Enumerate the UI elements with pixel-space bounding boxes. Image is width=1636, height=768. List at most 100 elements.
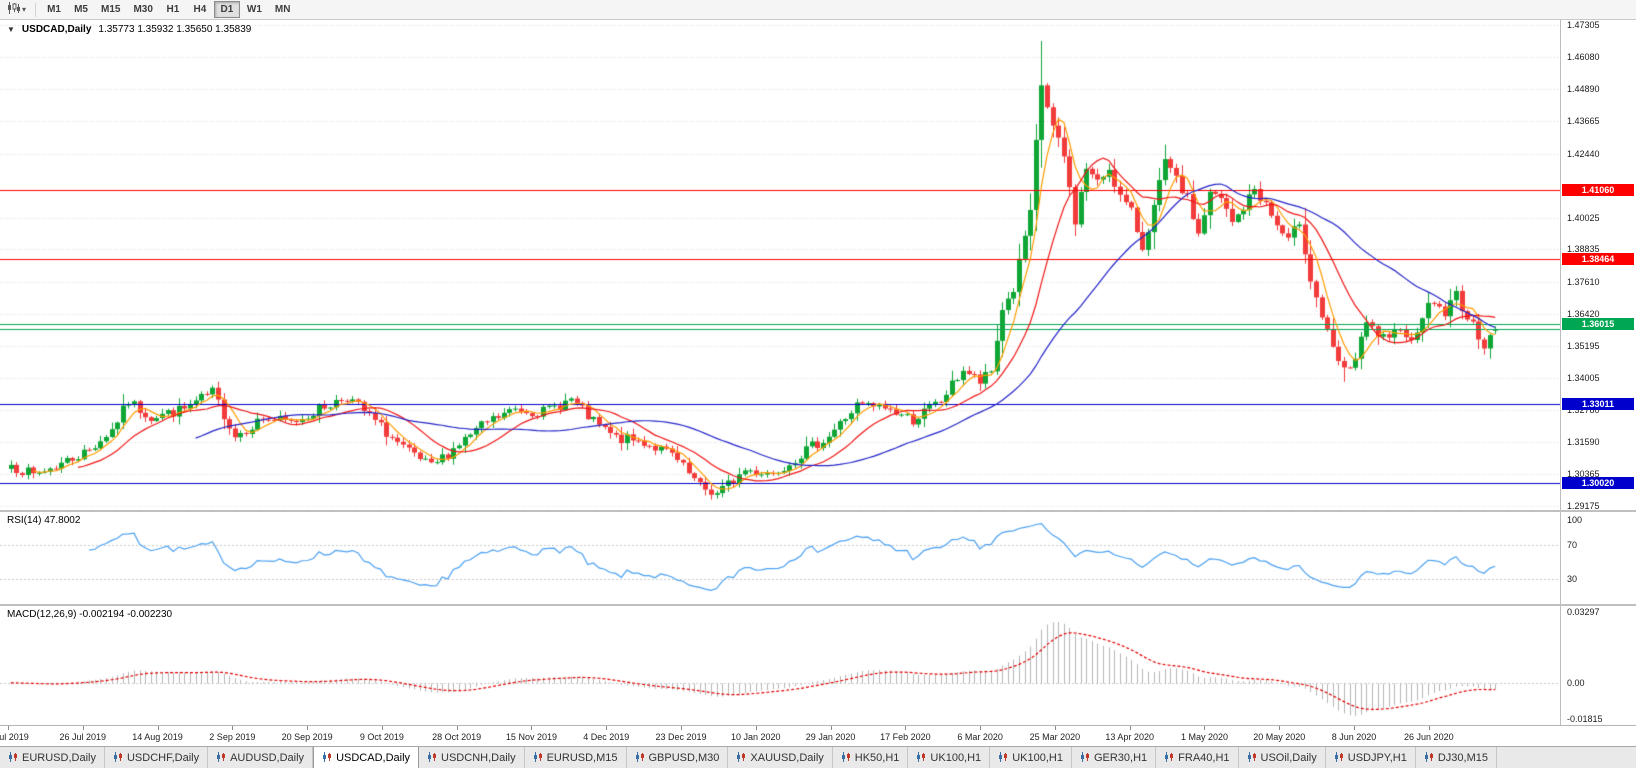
price-axis[interactable]: 1.47305 1.46080 1.44890 1.43665 1.42440 1.400… — [1560, 20, 1636, 511]
main-chart-panel: ▼ USDCAD,Daily 1.35773 1.35932 1.35650 1… — [0, 20, 1636, 511]
macd-canvas[interactable] — [0, 606, 1560, 725]
time-tick — [1279, 726, 1281, 730]
date-label: 28 Oct 2019 — [432, 732, 482, 742]
chart-tab-usdjpy-h1[interactable]: USDJPY,H1 — [1325, 747, 1416, 768]
candlestick-chart-icon — [916, 752, 926, 763]
panel-divider-rsi[interactable] — [0, 510, 1636, 512]
price-chart-canvas[interactable] — [0, 20, 1560, 510]
time-tick — [1428, 726, 1430, 730]
time-tick — [1354, 726, 1356, 730]
time-tick — [307, 726, 309, 730]
candlestick-chart-icon — [427, 752, 437, 763]
price-tick-label: 1.46080 — [1567, 52, 1600, 63]
timeframe-toolbar: ▾ M1 M5 M15 M30 H1 H4 D1 W1 MN — [0, 0, 1636, 20]
date-label: 25 Mar 2020 — [1029, 732, 1081, 742]
chart-tab-uk100-h1[interactable]: UK100,H1 — [908, 747, 991, 768]
price-level-badge: 1.30020 — [1562, 477, 1634, 490]
macd-tick-label: -0.01815 — [1567, 714, 1603, 724]
chart-tab-label: GBPUSD,M30 — [648, 751, 720, 764]
chart-tab-hk50-h1[interactable]: HK50,H1 — [832, 747, 909, 768]
candlestick-chart-icon — [322, 752, 332, 763]
date-label: 8 Jun 2020 — [1331, 732, 1377, 742]
toolbar-separator — [35, 2, 37, 17]
time-tick — [980, 726, 982, 730]
rsi-canvas[interactable] — [0, 512, 1560, 604]
macd-panel: MACD(12,26,9) -0.002194 -0.002230 0.0329… — [0, 606, 1636, 725]
ohlc-quote: 1.35773 1.35932 1.35650 1.35839 — [98, 24, 252, 35]
chart-tab-label: GER30,H1 — [1093, 751, 1148, 764]
chart-tab-gbpusd-m30[interactable]: GBPUSD,M30 — [626, 747, 729, 768]
chart-tab-label: USDCHF,Daily — [126, 751, 200, 764]
period-button-d1[interactable]: D1 — [213, 1, 240, 18]
period-button-m15[interactable]: M15 — [101, 4, 121, 15]
period-button-m1[interactable]: M1 — [47, 4, 61, 15]
price-tick-label: 1.30365 — [1567, 469, 1600, 480]
period-button-m5[interactable]: M5 — [74, 4, 88, 15]
chart-type-button[interactable]: ▾ — [3, 1, 30, 18]
chart-tab-uk100-h1[interactable]: UK100,H1 — [990, 747, 1072, 768]
chart-tab-dj30-m15[interactable]: DJ30,M15 — [1415, 747, 1497, 768]
chart-tab-label: USDCNH,Daily — [441, 751, 516, 764]
date-label: 23 Dec 2019 — [655, 732, 707, 742]
period-button-mn[interactable]: MN — [274, 4, 291, 15]
chart-tab-label: HK50,H1 — [854, 751, 900, 764]
chart-tab-audusd-daily[interactable]: AUDUSD,Daily — [208, 747, 314, 768]
chart-tab-ger30-h1[interactable]: GER30,H1 — [1071, 747, 1157, 768]
chart-tab-label: DJ30,M15 — [1437, 751, 1488, 764]
chart-tab-eurusd-daily[interactable]: EURUSD,Daily — [0, 747, 105, 768]
date-label: 20 Sep 2019 — [281, 732, 333, 742]
symbol-period-label: USDCAD,Daily — [21, 24, 92, 35]
rsi-axis[interactable]: 100 70 30 — [1560, 512, 1636, 604]
date-label: 26 Jul 2019 — [59, 732, 107, 742]
date-label: 8 Jul 2019 — [0, 732, 29, 742]
time-tick — [232, 726, 234, 730]
chart-tab-label: EURUSD,Daily — [22, 751, 96, 764]
chart-tab-label: USDCAD,Daily — [336, 751, 411, 764]
chart-tab-label: USOil,Daily — [1260, 751, 1317, 764]
date-label: 6 Mar 2020 — [957, 732, 1003, 742]
time-tick — [681, 726, 683, 730]
chart-tab-usdchf-daily[interactable]: USDCHF,Daily — [104, 747, 209, 768]
date-label: 14 Aug 2019 — [132, 732, 183, 742]
date-label: 13 Apr 2020 — [1105, 732, 1154, 742]
period-button-m30[interactable]: M30 — [133, 4, 153, 15]
chart-tab-bar: EURUSD,Daily USDCHF,Daily AUDUSD,Daily USDC… — [0, 746, 1636, 768]
candlestick-chart-icon — [841, 752, 851, 763]
time-tick — [830, 726, 832, 730]
price-level-badge: 1.41060 — [1562, 184, 1634, 197]
time-axis[interactable]: 8 Jul 2019 26 Jul 2019 14 Aug 2019 2 Sep 20… — [0, 725, 1636, 746]
chart-tab-fra40-h1[interactable]: FRA40,H1 — [1156, 747, 1239, 768]
price-tick-label: 1.43665 — [1567, 116, 1600, 127]
chart-tab-label: AUDUSD,Daily — [230, 751, 305, 764]
chart-tab-label: UK100,H1 — [930, 751, 982, 764]
price-tick-label: 1.37610 — [1567, 276, 1600, 287]
time-tick — [606, 726, 608, 730]
rsi-header: RSI(14) 47.8002 — [7, 515, 81, 526]
price-tick-label: 1.36420 — [1567, 308, 1600, 319]
period-button-h4[interactable]: H4 — [193, 4, 207, 15]
date-label: 1 May 2020 — [1180, 732, 1228, 742]
date-label: 10 Jan 2020 — [731, 732, 781, 742]
chart-menu-icon[interactable]: ▼ — [7, 25, 15, 34]
price-tick-label: 1.31590 — [1567, 436, 1600, 447]
macd-axis[interactable]: 0.03297 0.00 -0.01815 — [1560, 606, 1636, 725]
candlestick-chart-icon — [635, 752, 645, 763]
time-tick — [157, 726, 159, 730]
rsi-tick-label: 70 — [1567, 540, 1578, 551]
chart-tab-usdcad-daily[interactable]: USDCAD,Daily — [313, 747, 420, 768]
panel-divider-macd[interactable] — [0, 604, 1636, 606]
period-button-h1[interactable]: H1 — [166, 4, 180, 15]
chart-tab-usdcnh-daily[interactable]: USDCNH,Daily — [419, 747, 525, 768]
chart-tab-eurusd-m15[interactable]: EURUSD,M15 — [524, 747, 627, 768]
price-tick-label: 1.34005 — [1567, 372, 1600, 383]
date-label: 2 Sep 2019 — [209, 732, 256, 742]
time-tick — [1204, 726, 1206, 730]
period-button-w1[interactable]: W1 — [246, 4, 262, 15]
candlestick-chart-icon — [8, 752, 18, 763]
candlestick-chart-icon — [736, 752, 746, 763]
chart-tab-usoil-daily[interactable]: USOil,Daily — [1238, 747, 1326, 768]
time-tick — [531, 726, 533, 730]
chart-tab-xauusd-daily[interactable]: XAUUSD,Daily — [728, 747, 833, 768]
date-label: 15 Nov 2019 — [505, 732, 557, 742]
candlestick-chart-icon — [533, 752, 543, 763]
